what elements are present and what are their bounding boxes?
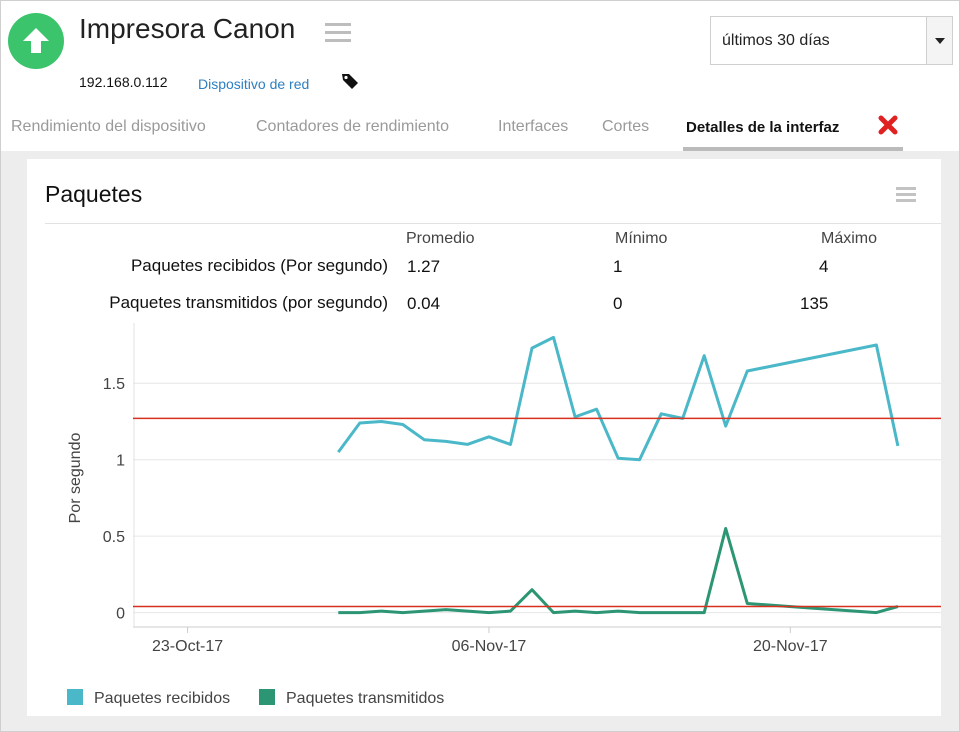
stat-received-max: 4 [819, 257, 829, 276]
panel-title: Paquetes [45, 181, 143, 207]
time-range-value: últimos 30 días [722, 32, 830, 49]
stat-header-avg: Promedio [406, 230, 475, 247]
stat-header-min: Mínimo [615, 230, 668, 247]
stat-transmitted-max: 135 [800, 294, 829, 313]
legend-swatch-received [67, 689, 83, 705]
stat-transmitted-min: 0 [613, 294, 623, 313]
panel-menu-icon[interactable] [896, 187, 916, 203]
legend-received[interactable]: Paquetes recibidos [67, 689, 230, 708]
device-title: Impresora Canon [79, 13, 296, 44]
y-axis-title: Por segundo [67, 433, 84, 524]
stat-label-received: Paquetes recibidos (Por segundo) [130, 256, 388, 275]
panel-divider [45, 223, 941, 224]
x-tick-label: 23-Oct-17 [152, 638, 223, 655]
device-menu-icon[interactable] [325, 23, 351, 43]
tab-outages[interactable]: Cortes [602, 118, 650, 135]
device-ip: 192.168.0.112 [79, 74, 168, 90]
legend-label-transmitted: Paquetes transmitidos [286, 690, 445, 707]
y-tick-label: 1 [116, 453, 125, 470]
arrow-up-icon [23, 28, 49, 53]
x-tick-label: 06-Nov-17 [452, 638, 527, 655]
stat-received-min: 1 [613, 257, 623, 276]
packets-chart: 0 0.5 1 1.5 23-Oct-17 06-Nov-17 20-Nov-17 Por s… [67, 323, 941, 655]
stat-transmitted-avg: 0.04 [407, 294, 441, 313]
active-tab-indicator [683, 147, 903, 151]
y-tick-label: 0 [116, 606, 125, 623]
series-line-1 [338, 527, 899, 615]
packets-panel: Paquetes Promedio Mínimo Máximo Paquetes… [27, 159, 941, 716]
tab-bar: Rendimiento del dispositivo Contadores d… [1, 113, 959, 153]
stat-received-avg: 1.27 [407, 257, 441, 276]
tag-icon[interactable] [341, 72, 359, 90]
status-up-icon [8, 13, 64, 69]
tab-performance-counters[interactable]: Contadores de rendimiento [256, 118, 450, 135]
y-tick-label: 1.5 [103, 376, 125, 393]
time-range-select[interactable]: últimos 30 días [710, 16, 953, 65]
legend-label-received: Paquetes recibidos [94, 690, 231, 707]
tab-device-performance[interactable]: Rendimiento del dispositivo [11, 118, 206, 135]
y-tick-label: 0.5 [103, 529, 125, 546]
tab-interface-details[interactable]: Detalles de la interfaz [686, 119, 840, 136]
device-type-link[interactable]: Dispositivo de red [198, 76, 310, 92]
stat-label-transmitted: Paquetes transmitidos (por segundo) [109, 293, 388, 312]
stat-header-max: Máximo [821, 230, 878, 247]
series-line-0 [337, 335, 900, 462]
legend-transmitted[interactable]: Paquetes transmitidos [259, 689, 444, 708]
legend-swatch-transmitted [259, 689, 275, 705]
device-header: Impresora Canon 192.168.0.112 Dispositiv… [1, 1, 959, 151]
dropdown-arrow-icon[interactable] [926, 17, 952, 64]
x-tick-label: 20-Nov-17 [753, 638, 828, 655]
tab-interfaces[interactable]: Interfaces [498, 118, 569, 135]
close-tab-icon[interactable] [877, 114, 899, 136]
